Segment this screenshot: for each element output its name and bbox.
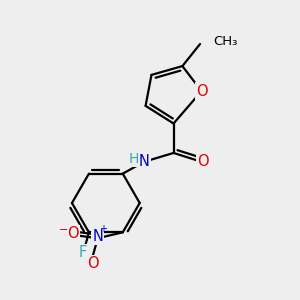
Text: O: O (68, 226, 79, 241)
Text: O: O (88, 256, 99, 271)
Text: O: O (197, 154, 209, 169)
Text: N: N (92, 229, 103, 244)
Text: H: H (129, 152, 139, 166)
Text: N: N (139, 154, 149, 169)
Text: O: O (196, 84, 208, 99)
Text: CH₃: CH₃ (213, 34, 238, 48)
Text: F: F (79, 245, 87, 260)
Text: −: − (58, 225, 68, 235)
Text: +: + (99, 224, 107, 234)
